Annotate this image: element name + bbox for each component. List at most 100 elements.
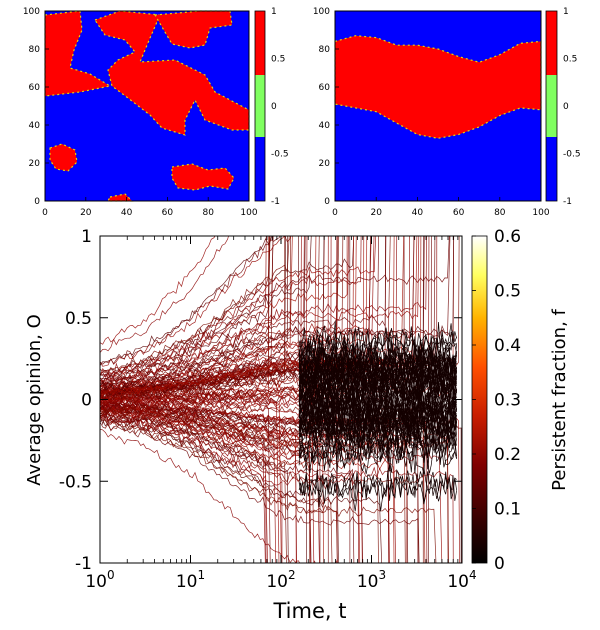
colorbar-red-band: [255, 11, 265, 75]
trajectory-line: [100, 236, 424, 397]
trajectory-line: [298, 464, 457, 503]
x-tick-label: 0: [42, 208, 48, 218]
colorbar-frame: [545, 10, 558, 202]
trajectories: [100, 236, 462, 563]
trajectory-line: [298, 435, 457, 475]
x-tick-label: 101: [176, 568, 205, 592]
colorbar-ticks: 0.6 0.5 0.4 0.3 0.2 0.1 0: [472, 227, 521, 574]
heatmap-tr-red-band: [334, 35, 542, 139]
colorbar-green-band: [255, 75, 265, 137]
opinion-trajectories-plot: 100 101 102 103 104 1 0.5 0 -0.5 -1 Average opini…: [24, 227, 570, 623]
x-tick-label: 60: [453, 208, 465, 218]
x-tick-label: 100: [532, 208, 549, 218]
colorbar-title: Persistent fraction, f: [549, 308, 570, 490]
patch-bottom-right: [171, 163, 235, 191]
y-tick-label: 100: [313, 7, 330, 17]
trajectory-line: [298, 354, 457, 397]
trajectory-line: [100, 236, 377, 377]
y-tick-label: 20: [29, 159, 41, 169]
x-tick-label: 80: [494, 208, 506, 218]
y-tick-label: 20: [319, 159, 331, 169]
heatmap-tl-frame: [44, 10, 250, 202]
colorbar-red-band: [546, 11, 557, 75]
trajectory-line: [100, 236, 278, 366]
x-tick-label: 20: [370, 208, 382, 218]
x-tick-label: 103: [357, 568, 386, 592]
trajectory-line: [100, 236, 271, 376]
trajectory-line: [298, 349, 457, 388]
colorbar-tick-label: -1: [563, 197, 572, 207]
y-tick-label: 100: [23, 7, 40, 17]
y-tick-label: 40: [319, 121, 331, 131]
x-tick-label: 100: [240, 208, 257, 218]
colorbar-tick-label: 0: [271, 102, 277, 112]
heatmap-top-left: 0 20 40 60 80 100 0 20 40 60 80 100 1 0.5 0 -0.5 -1: [23, 7, 289, 218]
colorbar-blue-band: [546, 137, 557, 201]
heatmap-tl-ticks: 0 20 40 60 80 100 0 20 40 60 80 100 1 0.5 0 -0.5 -1: [23, 7, 289, 218]
y-axis-title: Average opinion, O: [24, 314, 45, 486]
x-tick-label: 100: [85, 568, 114, 592]
colorbar-tick-label: -0.5: [271, 150, 289, 160]
trajectory-line: [100, 414, 360, 563]
trajectory-line: [100, 236, 436, 399]
trajectory-line: [298, 373, 457, 413]
x-tick-label: 40: [412, 208, 424, 218]
trajectory-line: [299, 364, 457, 401]
trajectory-line: [100, 236, 274, 388]
plot-ticks: 100 101 102 103 104 1 0.5 0 -0.5 -1: [59, 227, 477, 592]
x-tick-label: 102: [266, 568, 295, 592]
colorbar-tick-label: -0.5: [563, 150, 581, 160]
colorbar-tick-label: 0.5: [494, 282, 521, 302]
trajectory-line: [100, 410, 395, 563]
x-tick-label: 20: [80, 208, 92, 218]
trajectory-line: [298, 423, 457, 463]
trajectory-line: [100, 236, 455, 388]
y-tick-label: 0.5: [65, 309, 92, 329]
patch-small-left: [49, 143, 78, 172]
colorbar-tick-label: 0.6: [494, 227, 521, 247]
y-tick-label: 80: [319, 45, 331, 55]
colorbar-tick-label: 0: [494, 554, 505, 574]
colorbar-frame: [254, 10, 266, 202]
heatmap-tr-colorbar: [545, 10, 558, 202]
colorbar-tick-label: -1: [271, 197, 280, 207]
y-tick-label: 0: [324, 197, 330, 207]
x-tick-label: 104: [447, 568, 476, 592]
trajectory-line: [100, 236, 286, 401]
trajectory-line: [100, 401, 321, 563]
x-tick-label: 60: [162, 208, 174, 218]
x-axis-title: Time, t: [273, 599, 347, 623]
trajectory-line: [100, 236, 325, 394]
trajectory-line: [100, 236, 299, 392]
trajectory-line: [100, 412, 283, 563]
colorbar-tick-label: 0.4: [494, 336, 521, 356]
colorbar-blue-band: [255, 137, 265, 201]
y-tick-label: 40: [29, 121, 41, 131]
trajectory-line: [100, 236, 312, 378]
colorbar-tick-label: 0.2: [494, 445, 521, 465]
trajectory-line: [100, 396, 311, 563]
trajectory-line: [100, 236, 216, 345]
trajectory-line: [100, 236, 229, 353]
trajectory-line: [100, 236, 387, 385]
trajectory-line: [100, 419, 383, 563]
heatmap-tl-red-patches: [44, 10, 250, 202]
trajectory-line: [298, 323, 457, 363]
trajectory-line: [100, 428, 338, 563]
patch-center: [94, 10, 250, 136]
trajectory-line: [298, 321, 457, 365]
colorbar-tick-label: 0.3: [494, 391, 521, 411]
trajectory-line: [100, 236, 281, 365]
y-tick-label: -0.5: [59, 472, 92, 492]
y-tick-label: 1: [81, 227, 92, 247]
x-tick-label: 40: [121, 208, 133, 218]
x-tick-label: 0: [332, 208, 338, 218]
trajectory-line: [298, 429, 457, 475]
y-tick-label: 0: [34, 197, 40, 207]
y-tick-label: 60: [29, 83, 41, 93]
y-tick-label: 80: [29, 45, 41, 55]
x-tick-label: 80: [202, 208, 214, 218]
colorbar-tick-label: 1: [563, 7, 569, 17]
patch-left: [44, 10, 112, 97]
heatmap-top-right: 0 20 40 60 80 100 0 20 40 60 80 100 1 0.5 0 -0.5 -1: [313, 7, 581, 218]
